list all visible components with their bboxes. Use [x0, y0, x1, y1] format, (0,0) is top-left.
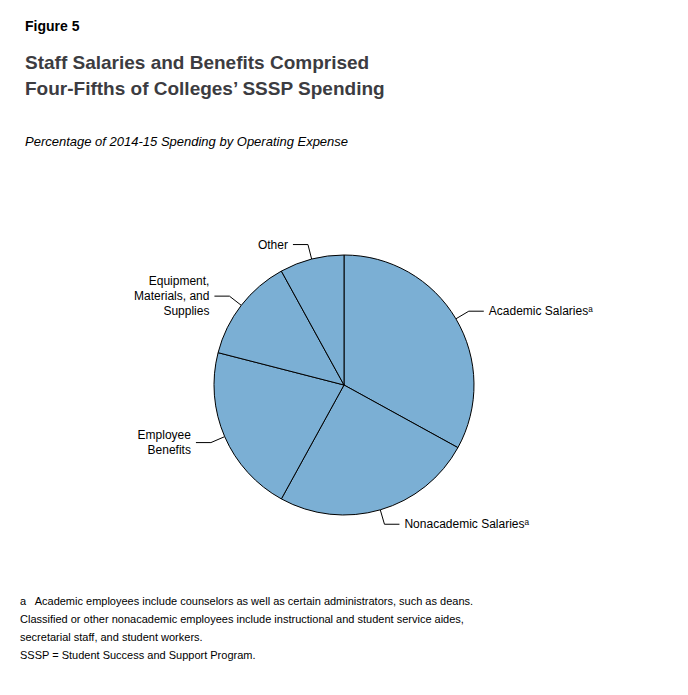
svg-text:secretarial staff, and student: secretarial staff, and student workers. — [20, 631, 203, 643]
svg-text:Four-Fifths of Colleges’ SSSP: Four-Fifths of Colleges’ SSSP Spending — [25, 78, 385, 99]
svg-text:Classified or other nonacademi: Classified or other nonacademic employee… — [20, 613, 464, 625]
svg-text:Other: Other — [258, 238, 288, 252]
svg-text:Figure 5: Figure 5 — [25, 18, 80, 34]
svg-text:Materials, and: Materials, and — [134, 289, 209, 303]
svg-text:Academic Salariesᵃ: Academic Salariesᵃ — [489, 304, 593, 318]
svg-text:SSSP = Student Success and Sup: SSSP = Student Success and Support Progr… — [20, 649, 256, 661]
svg-text:Supplies: Supplies — [163, 304, 209, 318]
svg-text:Percentage of 2014-15 Spending: Percentage of 2014-15 Spending by Operat… — [25, 134, 348, 149]
svg-text:Nonacademic Salariesᵃ: Nonacademic Salariesᵃ — [404, 517, 529, 531]
svg-text:Benefits: Benefits — [148, 443, 191, 457]
svg-text:Equipment,: Equipment, — [149, 274, 210, 288]
svg-text:a Academic employees include: a Academic employees include counselors … — [20, 595, 473, 607]
svg-text:Employee: Employee — [138, 428, 192, 442]
svg-text:Staff Salaries and Benefits Co: Staff Salaries and Benefits Comprised — [25, 52, 369, 73]
